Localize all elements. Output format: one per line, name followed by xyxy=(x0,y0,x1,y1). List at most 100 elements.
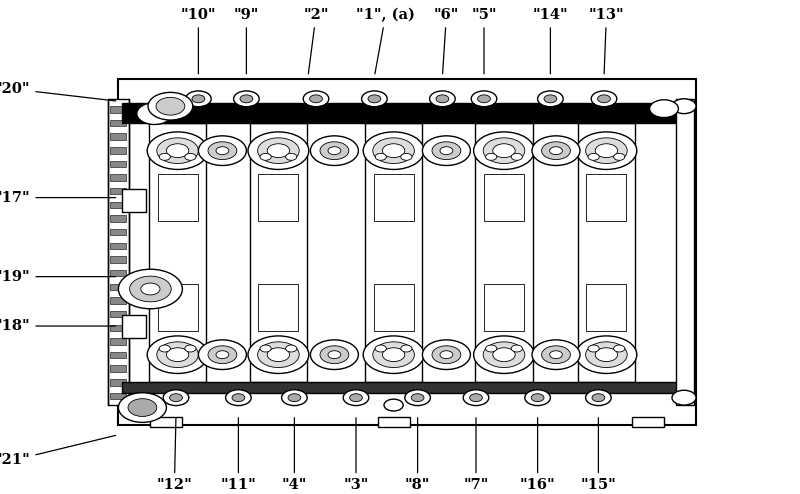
Circle shape xyxy=(310,95,322,103)
Circle shape xyxy=(248,132,309,169)
Circle shape xyxy=(401,345,412,352)
Circle shape xyxy=(382,144,405,158)
Circle shape xyxy=(382,348,405,362)
Circle shape xyxy=(440,147,453,155)
Circle shape xyxy=(401,154,412,161)
Circle shape xyxy=(362,91,387,107)
Bar xyxy=(110,161,126,167)
Bar xyxy=(250,124,307,382)
Circle shape xyxy=(226,390,251,406)
Circle shape xyxy=(288,394,301,402)
Bar xyxy=(378,417,410,427)
Circle shape xyxy=(375,154,386,161)
Circle shape xyxy=(586,342,627,368)
Circle shape xyxy=(350,394,362,402)
Circle shape xyxy=(267,348,290,362)
Circle shape xyxy=(320,346,349,364)
Circle shape xyxy=(185,154,196,161)
Text: "18": "18" xyxy=(0,319,116,333)
Circle shape xyxy=(216,147,229,155)
Bar xyxy=(149,124,206,382)
Circle shape xyxy=(260,154,271,161)
Circle shape xyxy=(422,136,470,165)
Bar xyxy=(110,393,126,399)
Circle shape xyxy=(493,144,515,158)
Circle shape xyxy=(595,348,618,362)
Circle shape xyxy=(260,345,271,352)
Circle shape xyxy=(576,336,637,373)
Circle shape xyxy=(544,95,557,103)
Bar xyxy=(258,174,298,221)
Circle shape xyxy=(486,345,497,352)
Text: "17": "17" xyxy=(0,191,116,205)
Circle shape xyxy=(384,399,403,411)
Circle shape xyxy=(328,351,341,359)
Circle shape xyxy=(405,390,430,406)
Text: "21": "21" xyxy=(0,435,116,467)
Circle shape xyxy=(542,346,570,364)
Bar xyxy=(475,124,533,382)
Bar xyxy=(110,284,126,290)
Text: "2": "2" xyxy=(303,8,329,74)
Circle shape xyxy=(478,95,490,103)
Circle shape xyxy=(258,138,299,164)
Bar xyxy=(110,106,126,113)
Circle shape xyxy=(208,346,237,364)
Bar xyxy=(110,133,126,140)
Circle shape xyxy=(198,136,246,165)
Circle shape xyxy=(486,154,497,161)
Bar xyxy=(110,338,126,345)
Circle shape xyxy=(282,390,307,406)
Circle shape xyxy=(328,147,341,155)
Bar xyxy=(110,270,126,276)
Circle shape xyxy=(368,95,381,103)
Text: "15": "15" xyxy=(581,418,616,492)
Circle shape xyxy=(672,99,696,114)
Bar xyxy=(110,188,126,195)
Circle shape xyxy=(591,91,617,107)
Bar xyxy=(110,256,126,263)
Circle shape xyxy=(588,154,599,161)
Circle shape xyxy=(286,154,297,161)
Text: "13": "13" xyxy=(589,8,624,74)
Text: "4": "4" xyxy=(282,418,307,492)
Text: "7": "7" xyxy=(463,418,489,492)
Bar xyxy=(578,124,635,382)
Bar xyxy=(484,284,524,331)
Bar xyxy=(110,379,126,385)
Circle shape xyxy=(147,336,208,373)
Circle shape xyxy=(598,95,610,103)
Circle shape xyxy=(166,348,189,362)
Circle shape xyxy=(595,144,618,158)
Circle shape xyxy=(170,394,182,402)
Circle shape xyxy=(303,91,329,107)
Text: "19": "19" xyxy=(0,270,116,284)
Bar xyxy=(118,79,696,425)
Text: "9": "9" xyxy=(234,8,259,74)
Bar xyxy=(374,284,414,331)
Circle shape xyxy=(532,136,580,165)
Circle shape xyxy=(511,154,522,161)
Bar xyxy=(122,103,692,124)
Circle shape xyxy=(531,394,544,402)
Circle shape xyxy=(474,132,534,169)
Circle shape xyxy=(474,336,534,373)
Bar xyxy=(484,174,524,221)
Circle shape xyxy=(373,342,414,368)
Bar xyxy=(110,297,126,304)
Circle shape xyxy=(411,394,424,402)
Circle shape xyxy=(159,345,170,352)
Circle shape xyxy=(118,393,166,422)
Circle shape xyxy=(511,345,522,352)
Circle shape xyxy=(588,345,599,352)
Circle shape xyxy=(118,269,182,309)
Circle shape xyxy=(525,390,550,406)
Circle shape xyxy=(432,142,461,160)
Circle shape xyxy=(208,142,237,160)
Bar xyxy=(676,99,694,405)
Circle shape xyxy=(532,340,580,370)
Text: "20": "20" xyxy=(0,82,116,101)
Text: "10": "10" xyxy=(181,8,216,74)
Bar xyxy=(110,352,126,358)
Circle shape xyxy=(363,336,424,373)
